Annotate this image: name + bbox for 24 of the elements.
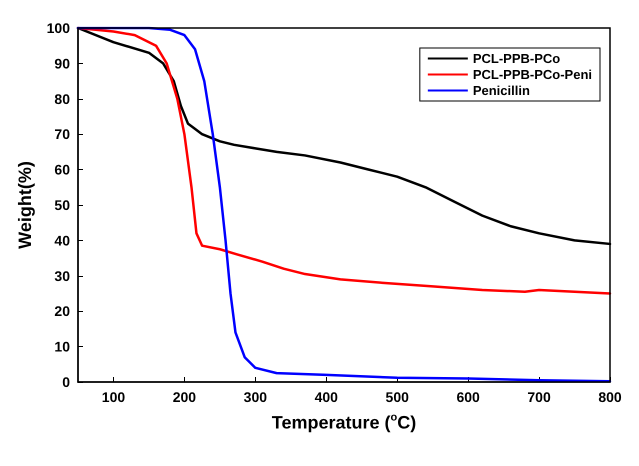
line-series bbox=[76, 26, 612, 383]
x-tick-label: 500 bbox=[386, 389, 410, 405]
x-tick-label: 200 bbox=[172, 389, 196, 405]
y-axis-title: Weight(%) bbox=[15, 161, 35, 249]
y-tick-label: 60 bbox=[54, 162, 70, 178]
y-tick-label: 70 bbox=[54, 126, 70, 142]
x-tick-label: 300 bbox=[244, 389, 268, 405]
x-tick-label: 700 bbox=[527, 389, 551, 405]
legend-label: PCL-PPB-PCo-Peni bbox=[472, 67, 592, 82]
x-tick-label: 100 bbox=[102, 389, 126, 405]
x-tick-label: 600 bbox=[456, 389, 480, 405]
legend-label: PCL-PPB-PCo bbox=[472, 51, 560, 66]
y-tick-label: 20 bbox=[54, 303, 70, 320]
x-tick-label: 800 bbox=[598, 389, 622, 405]
y-tick-label: 10 bbox=[54, 338, 70, 355]
y-tick-label: 0 bbox=[62, 374, 70, 390]
y-tick-label: 100 bbox=[46, 20, 70, 36]
y-tick-label: 80 bbox=[54, 90, 70, 107]
x-tick-label: 400 bbox=[314, 389, 338, 405]
legend-label: Penicillin bbox=[472, 83, 530, 98]
y-tick-label: 50 bbox=[54, 197, 70, 213]
y-tick-label: 40 bbox=[54, 232, 70, 248]
y-tick-label: 90 bbox=[54, 55, 70, 72]
y-tick-label: 30 bbox=[54, 268, 70, 284]
